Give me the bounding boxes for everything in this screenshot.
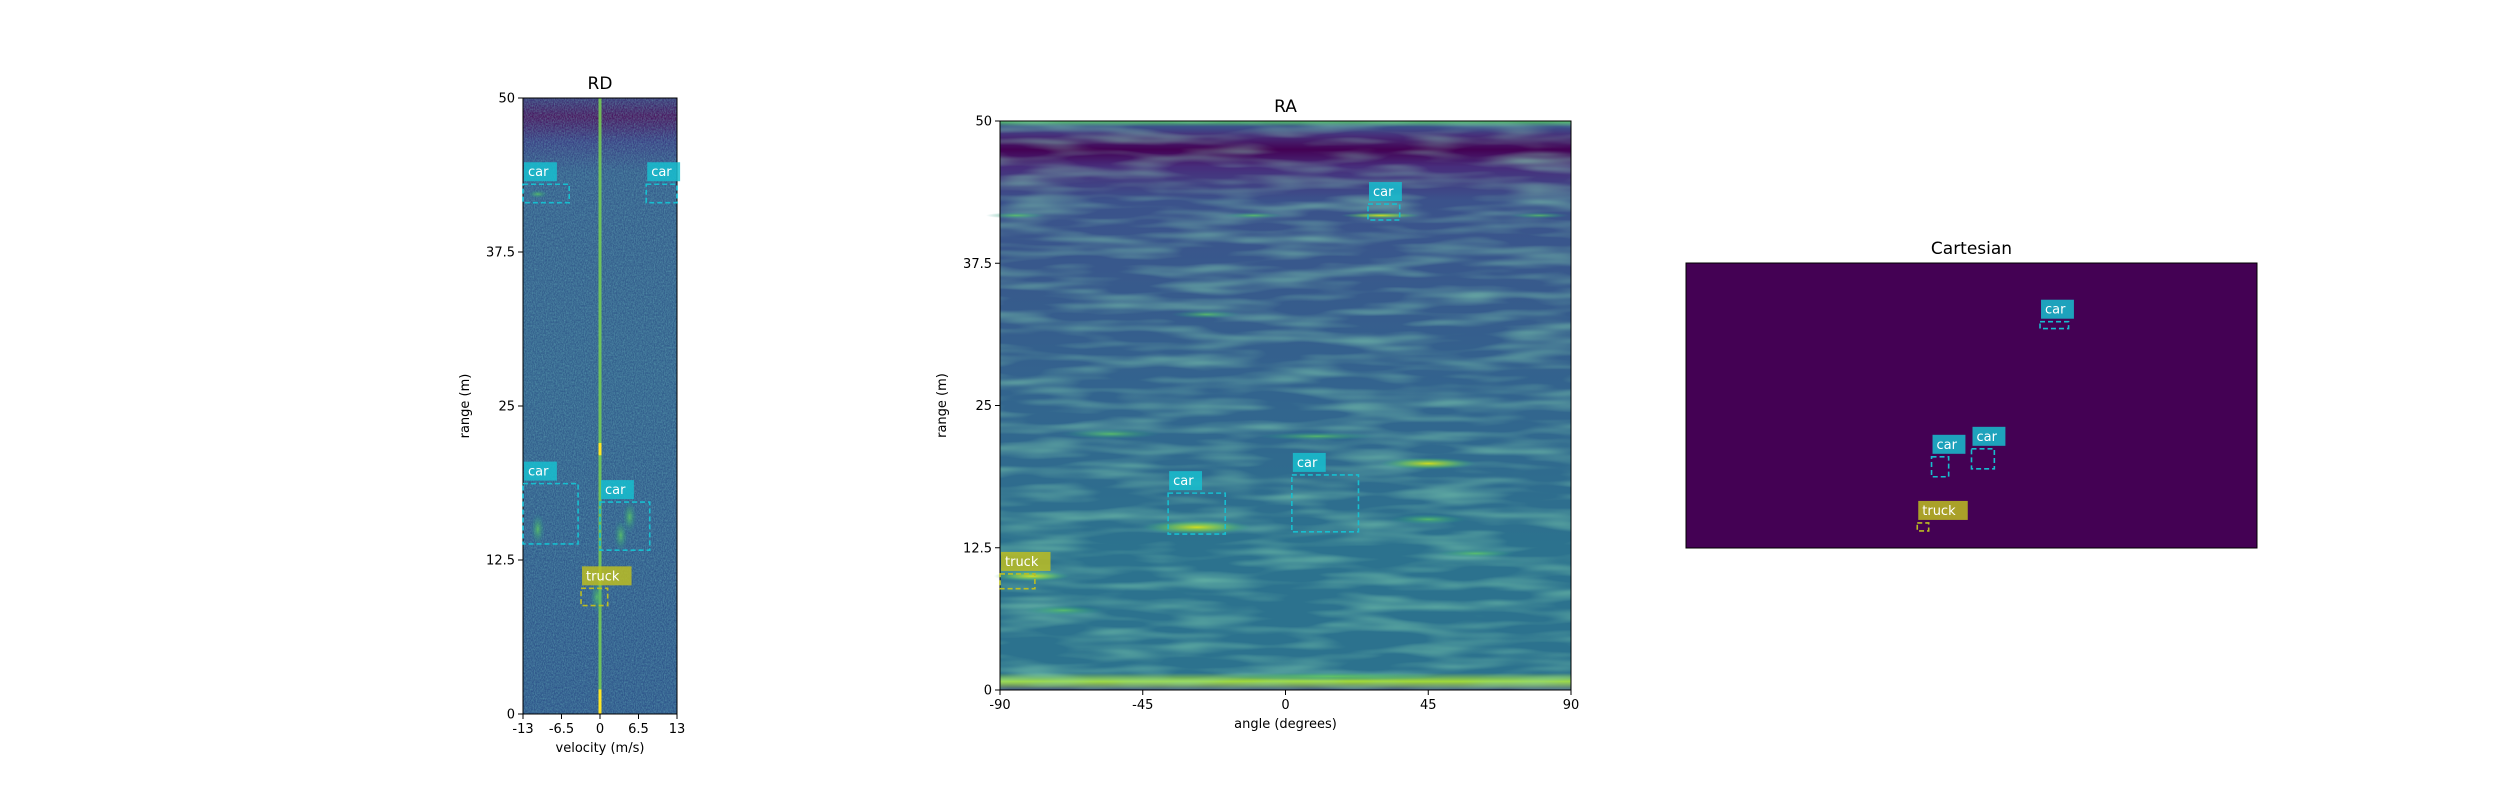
detection-label: car <box>1297 456 1318 471</box>
detection-box-truck <box>580 587 609 607</box>
chart-title: RA <box>1274 97 1297 117</box>
x-tick-label: -45 <box>1132 698 1153 713</box>
target-return <box>1340 212 1421 219</box>
x-tick-label: 6.5 <box>628 722 649 737</box>
y-tick-label: 50 <box>975 115 992 130</box>
detection-label-bg <box>2041 299 2074 319</box>
detection-label-bg <box>1169 471 1203 491</box>
panel-ra: RA -90 -45 0 45 90 0 12.5 25 37.5 50 angle (degrees… <box>935 97 1579 732</box>
x-tick-label: 0 <box>1281 698 1289 713</box>
x-tick-label: 90 <box>1563 698 1580 713</box>
detection-label: car <box>1977 430 1998 445</box>
detection-box-truck <box>1916 522 1930 532</box>
heatmap-background <box>1686 263 2257 548</box>
x-axis-label: velocity (m/s) <box>556 741 645 756</box>
detection-box-car <box>1930 455 1950 478</box>
chart-title: Cartesian <box>1931 239 2012 259</box>
detection-label-bg <box>524 461 557 481</box>
detection-label-bg <box>1932 434 1966 454</box>
target-return <box>1213 672 1454 681</box>
target-return <box>1435 549 1516 558</box>
detection-box-car <box>1167 492 1227 535</box>
detection-label: car <box>2045 303 2066 318</box>
detection-label: truck <box>1005 555 1039 570</box>
x-tick-label: -13 <box>512 722 533 737</box>
detection-label: truck <box>586 569 620 584</box>
detection-label: car <box>1373 185 1394 200</box>
detection-label-bg <box>524 162 557 182</box>
detection-label: car <box>1173 474 1194 489</box>
target-return <box>993 571 1070 582</box>
detection-box-car <box>645 183 678 204</box>
target-return <box>613 519 628 552</box>
detection-label-bg <box>601 480 634 500</box>
y-tick-label: 25 <box>498 400 515 415</box>
detection-label-bg <box>1001 551 1051 571</box>
target-return <box>1257 432 1378 441</box>
detection-label: truck <box>1922 504 1956 519</box>
y-tick-label: 12.5 <box>486 554 515 569</box>
y-tick-label: 37.5 <box>963 257 992 272</box>
detection-label: car <box>605 483 626 498</box>
target-return <box>590 580 605 613</box>
panel-cartesian: Cartesian car car car truck <box>1685 239 2258 549</box>
detection-box-truck <box>999 573 1036 590</box>
target-return <box>622 500 637 533</box>
detection-box-car <box>599 501 651 551</box>
detection-label-bg <box>1972 426 2006 446</box>
detection-box-car <box>2039 320 2070 330</box>
target-return <box>1388 514 1469 525</box>
x-axis-label: angle (degrees) <box>1234 717 1337 732</box>
x-tick-label: -6.5 <box>549 722 574 737</box>
y-tick-label: 0 <box>984 684 992 699</box>
detection-box-car <box>1291 474 1360 533</box>
plot-frame <box>1685 262 2258 549</box>
detection-box-car <box>1970 448 1996 470</box>
y-tick-label: 25 <box>975 399 992 414</box>
x-tick-label: -90 <box>989 698 1010 713</box>
detection-label: car <box>1937 438 1958 453</box>
x-tick-label: 13 <box>669 722 686 737</box>
target-return <box>1141 520 1252 535</box>
detection-label-bg <box>647 162 681 182</box>
panel-rd: RD -13 -6.5 0 6.5 13 0 12.5 25 37.5 50 velocity (m/… <box>458 74 685 756</box>
target-return <box>1171 310 1242 319</box>
y-tick-label: 37.5 <box>486 246 515 261</box>
y-tick-label: 50 <box>498 92 515 107</box>
detection-label: car <box>528 465 549 480</box>
y-tick-label: 0 <box>507 708 515 723</box>
target-return <box>1380 457 1477 470</box>
target-return <box>1223 212 1284 219</box>
detection-label-bg <box>582 566 632 586</box>
target-return <box>1061 428 1162 439</box>
detection-label-bg <box>1918 500 1968 520</box>
chart-title: RD <box>588 74 613 94</box>
heatmap-texture <box>1000 121 1571 690</box>
target-return <box>985 212 1046 219</box>
y-tick-label: 12.5 <box>963 541 992 556</box>
y-axis-label: range (m) <box>458 374 473 439</box>
target-return <box>1509 212 1570 219</box>
target-return <box>1023 605 1104 616</box>
target-return <box>530 513 545 546</box>
target-return <box>527 190 548 199</box>
detection-label: car <box>651 165 672 180</box>
detection-box-car <box>522 482 579 545</box>
x-tick-label: 45 <box>1420 698 1437 713</box>
y-axis-label: range (m) <box>935 373 950 438</box>
x-tick-label: 0 <box>596 722 604 737</box>
detection-label-bg <box>1292 452 1326 472</box>
detection-label: car <box>528 165 549 180</box>
detection-box-car <box>522 183 571 204</box>
detection-label-bg <box>1368 182 1402 202</box>
